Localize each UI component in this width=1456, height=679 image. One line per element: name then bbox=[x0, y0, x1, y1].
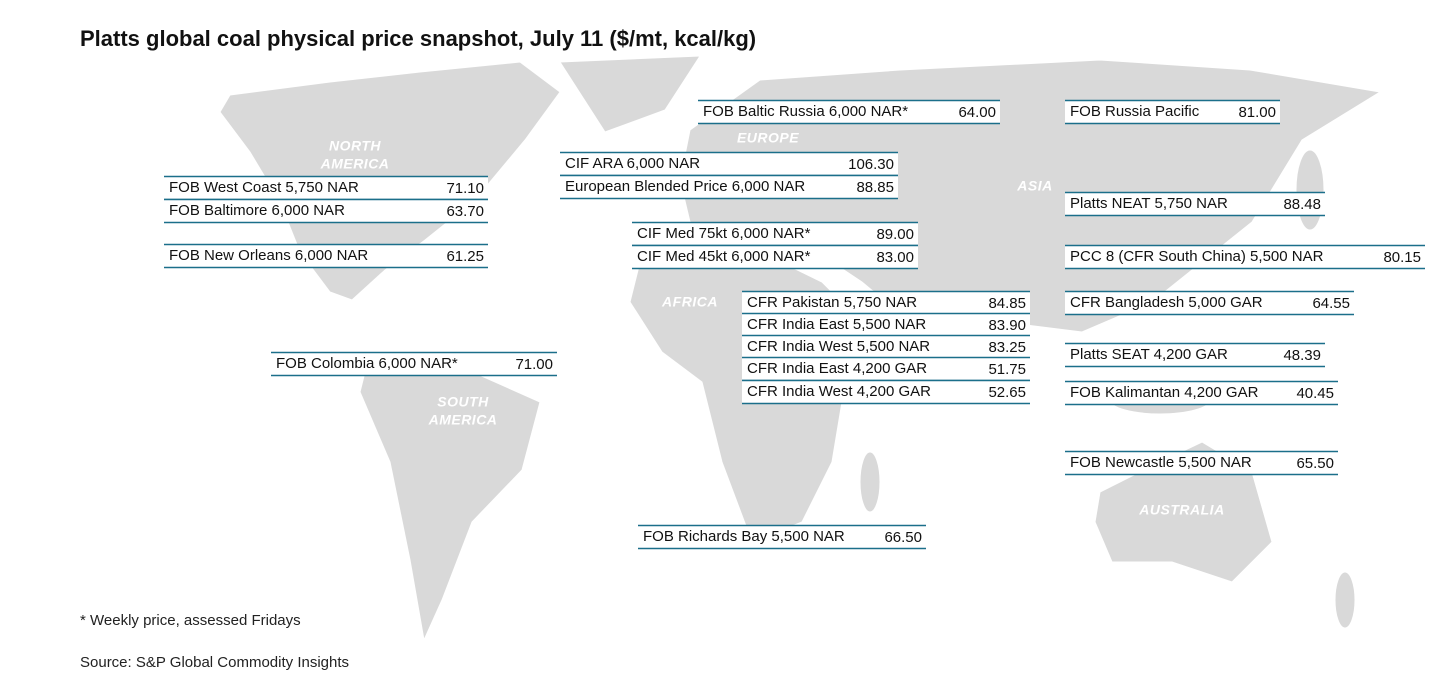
price-name: Platts SEAT 4,200 GAR bbox=[1070, 346, 1228, 363]
price-box-bg bbox=[698, 100, 1000, 124]
price-box-bg bbox=[271, 352, 557, 376]
price-box-bg bbox=[164, 244, 488, 268]
price-name: FOB Richards Bay 5,500 NAR bbox=[643, 528, 845, 545]
new-zealand bbox=[1334, 571, 1356, 629]
price-value: 71.00 bbox=[515, 356, 553, 373]
price-box-bg bbox=[632, 222, 918, 246]
price-name: FOB Russia Pacific bbox=[1070, 103, 1200, 120]
price-name: CFR India East 4,200 GAR bbox=[747, 360, 927, 377]
price-box-bg bbox=[1065, 291, 1354, 315]
price-name: CIF ARA 6,000 NAR bbox=[565, 155, 700, 172]
price-box-bg bbox=[560, 152, 898, 176]
price-name: FOB Baltimore 6,000 NAR bbox=[169, 202, 345, 219]
price-name: FOB New Orleans 6,000 NAR bbox=[169, 247, 368, 264]
price-box-bg bbox=[164, 176, 488, 200]
price-value: 84.85 bbox=[988, 295, 1026, 312]
price-value: 83.90 bbox=[988, 317, 1026, 334]
price-box-bg bbox=[742, 313, 1030, 337]
price-value: 71.10 bbox=[446, 180, 484, 197]
price-value: 40.45 bbox=[1296, 385, 1334, 402]
price-name: FOB Kalimantan 4,200 GAR bbox=[1070, 384, 1259, 401]
price-box-bg bbox=[742, 357, 1030, 381]
price-box-bg bbox=[1065, 343, 1325, 367]
footnote: * Weekly price, assessed Fridays bbox=[80, 612, 301, 629]
price-value: 89.00 bbox=[876, 226, 914, 243]
price-name: CIF Med 45kt 6,000 NAR* bbox=[637, 248, 811, 265]
price-value: 106.30 bbox=[848, 156, 894, 173]
region-label: AMERICA bbox=[428, 412, 498, 428]
madagascar bbox=[859, 451, 881, 513]
region-label: AUSTRALIA bbox=[1138, 502, 1224, 518]
price-name: FOB West Coast 5,750 NAR bbox=[169, 179, 359, 196]
source: Source: S&P Global Commodity Insights bbox=[80, 654, 349, 671]
japan bbox=[1295, 149, 1325, 231]
price-value: 52.65 bbox=[988, 384, 1026, 401]
price-name: CFR Pakistan 5,750 NAR bbox=[747, 294, 917, 311]
price-box-bg bbox=[1065, 100, 1280, 124]
price-name: CFR India East 5,500 NAR bbox=[747, 316, 926, 333]
price-box-bg bbox=[1065, 451, 1338, 475]
price-name: FOB Baltic Russia 6,000 NAR* bbox=[703, 103, 908, 120]
price-box-bg bbox=[742, 291, 1030, 315]
price-box-bg bbox=[632, 245, 918, 269]
price-box-bg bbox=[742, 380, 1030, 404]
price-box-bg bbox=[1065, 245, 1425, 269]
price-box-bg bbox=[638, 525, 926, 549]
price-name: CIF Med 75kt 6,000 NAR* bbox=[637, 225, 811, 242]
price-name: European Blended Price 6,000 NAR bbox=[565, 178, 805, 195]
price-box-bg bbox=[560, 175, 898, 199]
greenland bbox=[559, 55, 701, 133]
price-value: 83.25 bbox=[988, 339, 1026, 356]
price-value: 63.70 bbox=[446, 203, 484, 220]
price-value: 65.50 bbox=[1296, 455, 1334, 472]
price-value: 88.48 bbox=[1283, 196, 1321, 213]
region-label: AFRICA bbox=[661, 294, 718, 310]
map-title: Platts global coal physical price snapsh… bbox=[80, 26, 756, 51]
region-label: NORTH bbox=[329, 138, 381, 154]
price-value: 83.00 bbox=[876, 249, 914, 266]
price-box-bg bbox=[164, 199, 488, 223]
price-name: CFR Bangladesh 5,000 GAR bbox=[1070, 294, 1263, 311]
price-value: 88.85 bbox=[856, 179, 894, 196]
price-name: CFR India West 4,200 GAR bbox=[747, 383, 931, 400]
price-box-bg bbox=[742, 335, 1030, 359]
price-value: 64.55 bbox=[1312, 295, 1350, 312]
price-box-bg bbox=[1065, 192, 1325, 216]
price-value: 80.15 bbox=[1383, 249, 1421, 266]
price-value: 64.00 bbox=[958, 104, 996, 121]
price-name: CFR India West 5,500 NAR bbox=[747, 338, 930, 355]
price-name: Platts NEAT 5,750 NAR bbox=[1070, 195, 1228, 212]
price-name: PCC 8 (CFR South China) 5,500 NAR bbox=[1070, 248, 1324, 265]
region-label: AMERICA bbox=[320, 156, 390, 172]
price-box-bg bbox=[1065, 381, 1338, 405]
price-name: FOB Newcastle 5,500 NAR bbox=[1070, 454, 1252, 471]
price-value: 48.39 bbox=[1283, 347, 1321, 364]
price-name: FOB Colombia 6,000 NAR* bbox=[276, 355, 458, 372]
price-value: 66.50 bbox=[884, 529, 922, 546]
region-label: SOUTH bbox=[437, 394, 489, 410]
price-value: 51.75 bbox=[988, 361, 1026, 378]
price-value: 61.25 bbox=[446, 248, 484, 265]
region-label: EUROPE bbox=[737, 130, 799, 146]
region-label: ASIA bbox=[1016, 178, 1052, 194]
price-value: 81.00 bbox=[1238, 104, 1276, 121]
south-america bbox=[359, 351, 541, 642]
